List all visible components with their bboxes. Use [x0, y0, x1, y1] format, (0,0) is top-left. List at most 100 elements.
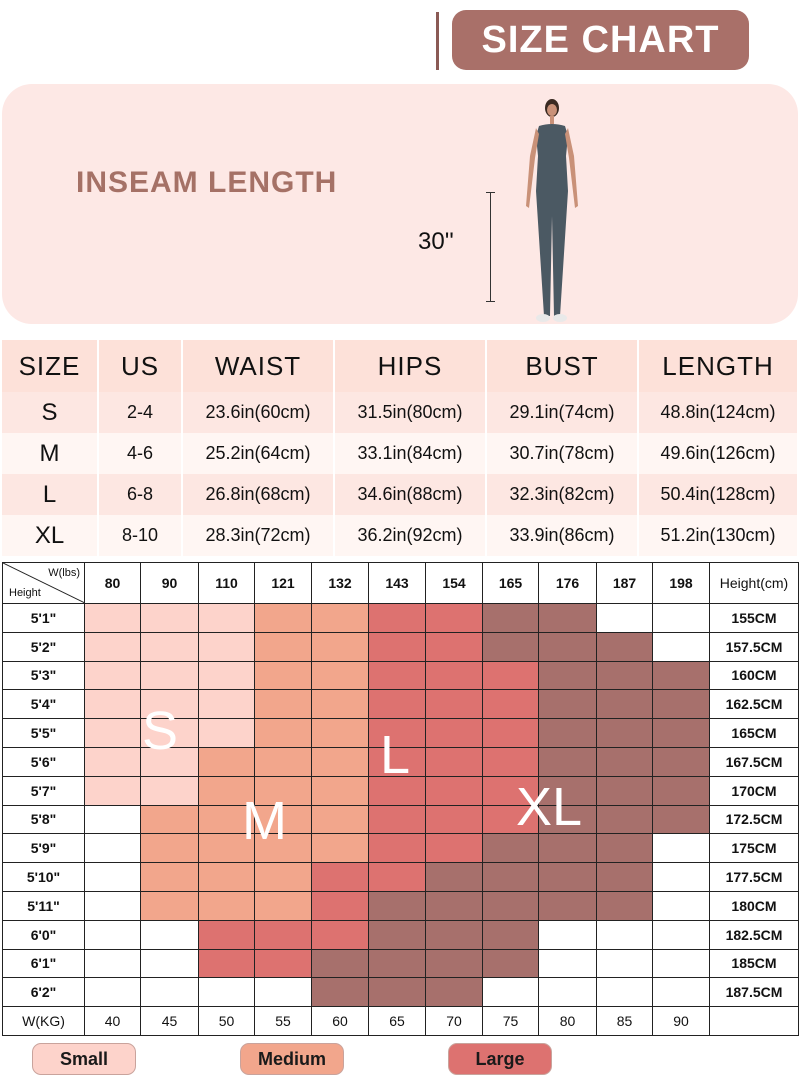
size-xl-cell	[538, 746, 597, 777]
size-large-cell	[425, 631, 483, 662]
size-large-cell	[368, 775, 426, 806]
measurement-cell: 28.3in(72cm)	[182, 515, 335, 556]
empty-cell	[140, 919, 199, 950]
size-large-cell	[198, 948, 255, 979]
size-xl-cell	[482, 631, 539, 662]
weight-kg-value: 80	[538, 1006, 597, 1036]
header-divider	[436, 12, 439, 70]
height-weight-grid: W(lbs) Height 80 90 110 121 132 143 154 165 176 1…	[2, 562, 799, 1036]
empty-cell	[84, 948, 141, 979]
weight-kg-label: W(KG)	[2, 1006, 85, 1036]
size-large-cell	[311, 890, 369, 921]
weight-kg-value: 40	[84, 1006, 141, 1036]
measurement-cell: 33.9in(86cm)	[486, 515, 639, 556]
height-cm-label: 167.5CM	[709, 746, 799, 777]
size-large-cell	[254, 919, 312, 950]
size-xl-cell	[596, 862, 653, 892]
size-small-cell	[84, 660, 141, 691]
size-large-cell	[482, 775, 539, 806]
height-ft-label: 5'5"	[2, 718, 85, 748]
measurement-cell: 2-4	[98, 392, 183, 433]
size-xl-cell	[425, 890, 483, 921]
size-medium-cell	[198, 890, 255, 921]
height-cm-label: 165CM	[709, 718, 799, 748]
empty-cell	[84, 919, 141, 950]
weight-lbs-header: 90	[140, 562, 199, 604]
size-small-cell	[198, 718, 255, 748]
size-small-cell	[140, 603, 199, 633]
size-xl-cell	[596, 804, 653, 835]
height-cm-label: 187.5CM	[709, 977, 799, 1008]
size-xl-cell	[482, 862, 539, 892]
size-medium-cell	[254, 890, 312, 921]
height-ft-label: 5'10"	[2, 862, 85, 892]
size-table-header: SIZE US WAIST HIPS BUST LENGTH	[2, 340, 799, 392]
size-large-cell	[425, 603, 483, 633]
weight-kg-value: 45	[140, 1006, 199, 1036]
size-medium-cell	[254, 862, 312, 892]
height-ft-label: 5'7"	[2, 775, 85, 806]
size-medium-cell	[311, 804, 369, 835]
height-ft-label: 5'11"	[2, 890, 85, 921]
size-medium-cell	[311, 746, 369, 777]
size-small-cell	[198, 660, 255, 691]
size-medium-cell	[311, 631, 369, 662]
size-xl-cell	[425, 977, 483, 1008]
size-medium-cell	[140, 890, 199, 921]
size-xl-cell	[368, 890, 426, 921]
size-xl-cell	[596, 890, 653, 921]
column-header: WAIST	[182, 340, 335, 392]
size-xl-cell	[652, 660, 710, 691]
size-measurement-table: SIZE US WAIST HIPS BUST LENGTH S 2-4 23.6i…	[2, 340, 799, 556]
size-small-cell	[84, 718, 141, 748]
size-medium-cell	[254, 660, 312, 691]
empty-cell	[84, 890, 141, 921]
weight-lbs-header: 154	[425, 562, 483, 604]
size-xl-cell	[368, 977, 426, 1008]
size-xl-cell	[596, 833, 653, 864]
size-xl-cell	[538, 603, 597, 633]
empty-cell	[140, 948, 199, 979]
measurement-cell: 51.2in(130cm)	[638, 515, 799, 556]
size-medium-cell	[311, 833, 369, 864]
measurement-cell: 23.6in(60cm)	[182, 392, 335, 433]
size-large-cell	[368, 660, 426, 691]
grid-row: 5'10" 177.5CM	[2, 862, 799, 892]
size-xl-cell	[652, 718, 710, 748]
empty-cell	[198, 977, 255, 1008]
grid-corner-cell: W(lbs) Height	[2, 562, 85, 604]
size-xl-cell	[368, 919, 426, 950]
size-medium-cell	[140, 833, 199, 864]
size-small-cell	[198, 631, 255, 662]
grid-row: 5'3" 160CM	[2, 660, 799, 691]
size-xl-cell	[596, 689, 653, 720]
size-xl-cell	[652, 746, 710, 777]
model-figure-icon	[526, 99, 578, 322]
size-medium-cell	[198, 804, 255, 835]
weight-kg-value: 90	[652, 1006, 710, 1036]
size-xl-cell	[311, 948, 369, 979]
size-large-cell	[425, 746, 483, 777]
grid-row: 6'0" 182.5CM	[2, 919, 799, 950]
height-cm-label: 177.5CM	[709, 862, 799, 892]
size-small-cell	[140, 689, 199, 720]
column-header: US	[98, 340, 183, 392]
legend-large: Large	[448, 1043, 552, 1075]
size-medium-cell	[198, 775, 255, 806]
empty-cell	[84, 833, 141, 864]
size-large-cell	[425, 718, 483, 748]
size-medium-cell	[254, 833, 312, 864]
height-cm-label: 155CM	[709, 603, 799, 633]
inseam-panel	[2, 84, 798, 324]
height-ft-label: 5'8"	[2, 804, 85, 835]
size-xl-cell	[538, 660, 597, 691]
size-medium-cell	[311, 689, 369, 720]
size-cell: S	[2, 392, 99, 433]
size-large-cell	[254, 948, 312, 979]
measurement-cell: 31.5in(80cm)	[334, 392, 487, 433]
weight-axis-label: W(lbs)	[48, 567, 80, 579]
size-xl-cell	[538, 775, 597, 806]
inseam-measure-bar	[486, 192, 495, 302]
empty-cell	[652, 977, 710, 1008]
weight-lbs-header: 165	[482, 562, 539, 604]
